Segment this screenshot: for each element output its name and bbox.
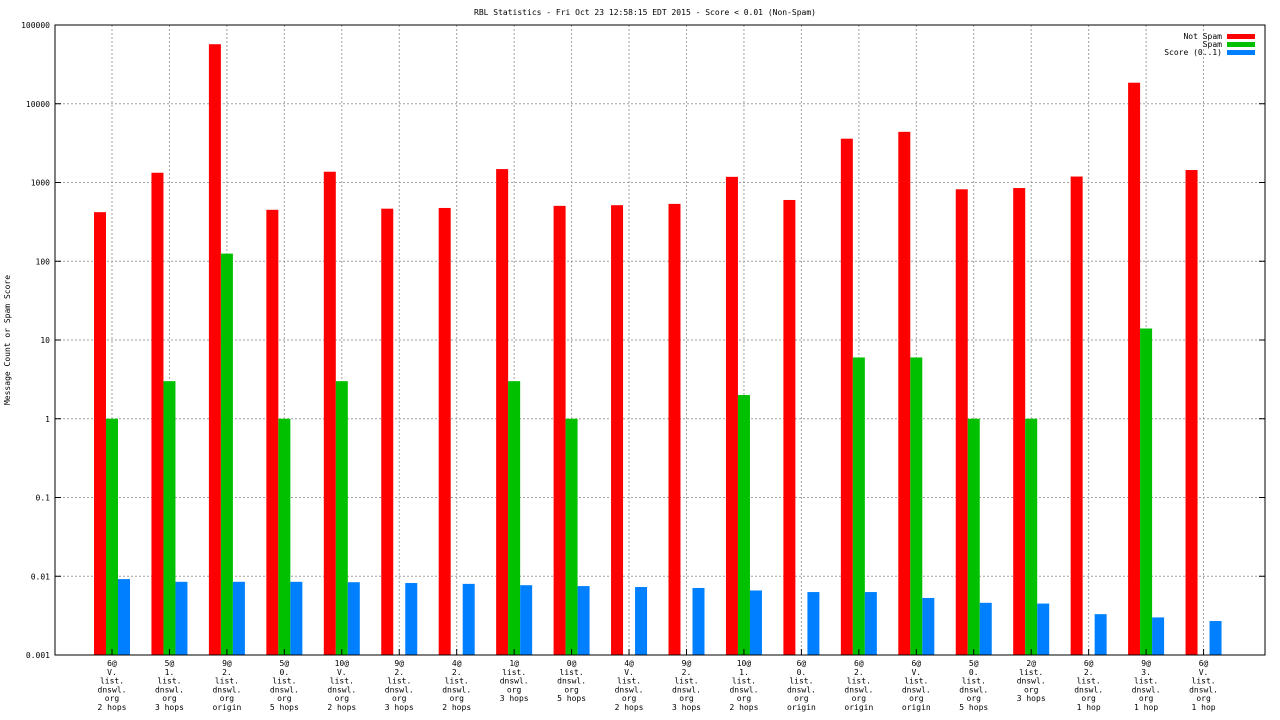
bar-score-0-1 bbox=[749, 590, 762, 655]
bar-score-0-1 bbox=[118, 579, 130, 655]
bar-score-0-1 bbox=[807, 592, 820, 655]
legend-label: Not Spam bbox=[1183, 32, 1222, 41]
grid-lines bbox=[55, 25, 1265, 655]
legend-swatch bbox=[1227, 42, 1255, 47]
y-axis-ticks: 0.001 0.01 0.1 1 10 100 1000 10000 100000 bbox=[21, 21, 1265, 660]
bar-spam bbox=[737, 395, 750, 655]
bar-not-spam bbox=[955, 189, 968, 655]
y-tick-label: 1 bbox=[45, 415, 50, 424]
bar-score-0-1 bbox=[290, 581, 303, 655]
bar-spam bbox=[220, 253, 233, 655]
x-tick-label: 6@ 2. list. dnswl. org 1 hop bbox=[1074, 659, 1103, 712]
y-tick-label: 1000 bbox=[31, 179, 50, 188]
bar-spam bbox=[852, 357, 865, 655]
bar-score-0-1 bbox=[1094, 614, 1107, 655]
x-tick-label: 9@ 2. list. dnswl. org origin bbox=[212, 659, 241, 712]
bar-score-0-1 bbox=[462, 583, 475, 655]
y-tick-label: 100000 bbox=[21, 21, 50, 30]
y-tick-label: 0.01 bbox=[31, 572, 50, 581]
bar-not-spam bbox=[1013, 188, 1026, 655]
bar-not-spam bbox=[438, 207, 451, 655]
x-tick-label: 6@ V. list. dnswl. org origin bbox=[902, 659, 931, 712]
y-tick-label: 100 bbox=[36, 257, 51, 266]
bar-score-0-1 bbox=[1152, 617, 1165, 655]
x-tick-label: 6@ V. list. dnswl. org 1 hop bbox=[1189, 659, 1218, 712]
bar-not-spam bbox=[1128, 82, 1141, 656]
bar-score-0-1 bbox=[1209, 621, 1222, 655]
bar-not-spam bbox=[208, 44, 221, 655]
bar-score-0-1 bbox=[635, 587, 648, 655]
bar-spam bbox=[910, 357, 923, 655]
bar-not-spam bbox=[266, 209, 279, 655]
bar-score-0-1 bbox=[1037, 603, 1050, 655]
x-tick-label: 5@ 0. list. dnswl. org 5 hops bbox=[959, 659, 988, 712]
bar-not-spam bbox=[94, 212, 106, 655]
bar-not-spam bbox=[725, 176, 738, 655]
x-tick-label: 10@ 1. list. dnswl. org 2 hops bbox=[729, 659, 758, 712]
y-tick-label: 10 bbox=[40, 336, 50, 345]
x-tick-label: 9@ 2. list. dnswl. org 3 hops bbox=[385, 659, 414, 712]
bar-not-spam bbox=[1070, 176, 1083, 656]
bar-spam bbox=[278, 418, 291, 655]
bar-not-spam bbox=[611, 205, 624, 655]
x-tick-label: 9@ 2. list. dnswl. org 3 hops bbox=[672, 659, 701, 712]
bar-score-0-1 bbox=[347, 582, 360, 655]
x-tick-label: 10@ V. list. dnswl. org 2 hops bbox=[327, 659, 356, 712]
bar-spam bbox=[967, 418, 980, 655]
legend-swatch bbox=[1227, 34, 1255, 39]
bar-spam bbox=[163, 381, 176, 655]
legend-label: Spam bbox=[1203, 40, 1222, 49]
bar-score-0-1 bbox=[232, 581, 245, 655]
bar-not-spam bbox=[1185, 170, 1198, 655]
x-tick-label: 5@ 1. list. dnswl. org 3 hops bbox=[155, 659, 184, 712]
bar-not-spam bbox=[553, 205, 566, 656]
y-axis-label: Message Count or Spam Score bbox=[3, 275, 12, 405]
y-tick-label: 10000 bbox=[26, 100, 50, 109]
bar-score-0-1 bbox=[922, 597, 935, 655]
x-axis-labels: 6@ V. list. dnswl. org 2 hops 5@ 1. list. dnswl. o… bbox=[98, 649, 1218, 712]
bar-not-spam bbox=[898, 131, 911, 655]
x-tick-label: 6@ V. list. dnswl. org 2 hops bbox=[98, 659, 127, 712]
bar-score-0-1 bbox=[979, 602, 992, 655]
bar-not-spam bbox=[323, 171, 336, 655]
bar-score-0-1 bbox=[577, 586, 590, 655]
legend-label: Score (0..1) bbox=[1164, 48, 1222, 57]
bar-spam bbox=[508, 381, 521, 655]
x-tick-label: 6@ 0. list. dnswl. org origin bbox=[787, 659, 816, 712]
y-tick-label: 0.1 bbox=[36, 494, 51, 503]
bar-score-0-1 bbox=[864, 592, 877, 655]
legend-swatch bbox=[1227, 50, 1255, 55]
bar-not-spam bbox=[496, 169, 509, 655]
y-tick-label: 0.001 bbox=[26, 651, 50, 660]
x-tick-label: 5@ 0. list. dnswl. org 5 hops bbox=[270, 659, 299, 712]
bar-spam bbox=[565, 418, 578, 655]
x-tick-label: 9@ 3. list. dnswl. org 1 hop bbox=[1132, 659, 1161, 712]
bar-score-0-1 bbox=[175, 581, 188, 655]
x-tick-label: 4@ V. list. dnswl. org 2 hops bbox=[615, 659, 644, 712]
plot-frame bbox=[54, 24, 1266, 656]
bar-not-spam bbox=[840, 138, 853, 656]
bar-score-0-1 bbox=[692, 587, 705, 655]
bars bbox=[94, 44, 1222, 656]
x-tick-label: 1@ list. dnswl. org 3 hops bbox=[500, 659, 529, 703]
bar-not-spam bbox=[668, 203, 681, 655]
bar-score-0-1 bbox=[520, 585, 533, 655]
bar-score-0-1 bbox=[405, 583, 418, 655]
bar-spam bbox=[1140, 328, 1153, 655]
bar-spam bbox=[106, 418, 118, 655]
x-tick-label: 0@ list. dnswl. org 5 hops bbox=[557, 659, 586, 703]
chart-title: RBL Statistics - Fri Oct 23 12:58:15 EDT… bbox=[474, 8, 816, 17]
bar-spam bbox=[1025, 418, 1038, 655]
x-tick-label: 4@ 2. list. dnswl. org 2 hops bbox=[442, 659, 471, 712]
x-tick-label: 2@ list. dnswl. org 3 hops bbox=[1017, 659, 1046, 703]
x-tick-label: 6@ 2. list. dnswl. org origin bbox=[844, 659, 873, 712]
bar-not-spam bbox=[783, 199, 796, 656]
bar-spam bbox=[335, 381, 348, 655]
bar-not-spam bbox=[151, 172, 164, 655]
bar-not-spam bbox=[381, 208, 394, 655]
